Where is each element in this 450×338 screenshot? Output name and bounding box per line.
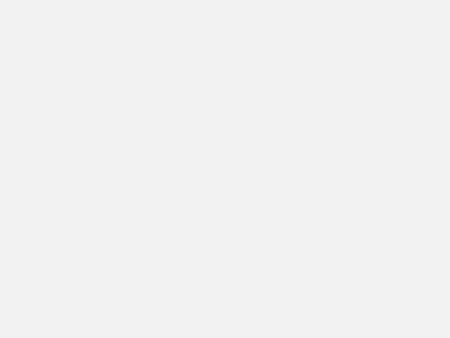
Text: •: • (20, 286, 29, 300)
Text: It is a graphical representation.: It is a graphical representation. (38, 176, 268, 191)
Text: Locus of points representing different bundles of two goods,
    each of which y: Locus of points representing different b… (38, 113, 450, 148)
Text: •: • (20, 232, 29, 246)
Text: Conveys consumer’s indifference between various choices.: Conveys consumer’s indifference between … (38, 232, 450, 246)
Text: Negatively sloped & convex in shape.: Negatively sloped & convex in shape. (38, 286, 314, 300)
Text: •: • (20, 113, 29, 128)
Text: Indifference Curves: Indifference Curves (20, 7, 328, 34)
Text: •: • (20, 176, 29, 191)
